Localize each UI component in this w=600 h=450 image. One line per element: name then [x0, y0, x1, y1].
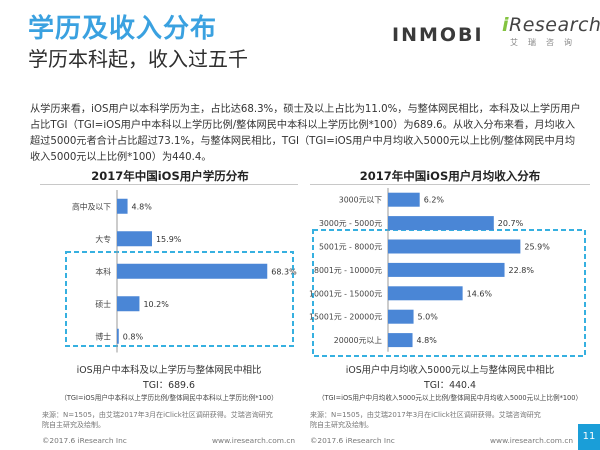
footer-copyright-right: ©2017.6 iResearch Inc	[310, 436, 395, 445]
edu-category-label: 大专	[95, 234, 111, 244]
income-category-label: 3000元以下	[339, 196, 382, 205]
income-tgi-caption: iOS用户中月均收入5000元以上与整体网民中相比	[345, 365, 555, 376]
education-tgi-formula: （TGI=iOS用户中本科以上学历比例/整体网民中本科以上学历比例*100）	[60, 394, 278, 402]
inmobi-logo: INMOBI	[392, 24, 484, 46]
edu-value-label: 68.3%	[271, 267, 297, 276]
chart-divider-right	[310, 184, 590, 185]
income-value-label: 5.0%	[418, 313, 439, 322]
income-value-label: 4.8%	[417, 336, 438, 345]
edu-highlight-box	[65, 251, 294, 347]
edu-bar	[117, 328, 119, 344]
iresearch-logo-rest: Research	[509, 14, 600, 36]
edu-value-label: 10.2%	[143, 300, 169, 309]
iresearch-logo-subtitle: 艾瑞咨询	[510, 38, 582, 47]
education-source-note: 来源：N=1505，由艾瑞2017年3月在iClick社区调研获得。艾瑞咨询研究…	[42, 411, 273, 429]
income-tgi-formula: （TGI=iOS用户中月均收入5000元以上比例/整体网民中月均收入5000元以…	[317, 394, 583, 402]
income-category-label: 3000元 - 5000元	[319, 219, 382, 228]
iresearch-logo: iResearch 艾瑞咨询	[502, 14, 600, 64]
income-category-label: 5001元 - 8000元	[319, 243, 382, 252]
income-bar	[388, 216, 494, 231]
edu-value-label: 15.9%	[156, 235, 182, 244]
education-tgi-caption: iOS用户中本科及以上学历与整体网民中相比	[76, 365, 262, 376]
income-value-label: 25.9%	[524, 243, 550, 252]
edu-value-label: 0.8%	[123, 332, 144, 341]
income-bar	[388, 333, 413, 348]
income-chart-title: 2017年中国iOS用户月均收入分布	[359, 169, 541, 183]
edu-category-label: 本科	[95, 266, 111, 276]
footer-url-right: www.iresearch.com.cn	[490, 436, 574, 445]
income-category-label: 20000元以上	[334, 336, 382, 345]
income-category-label: 15001元 - 20000元	[309, 313, 382, 322]
income-value-label: 6.2%	[424, 196, 445, 205]
edu-category-label: 高中及以下	[72, 201, 111, 211]
income-source-note: 来源：N=1505，由艾瑞2017年3月在iClick社区调研获得。艾瑞咨询研究…	[310, 411, 541, 429]
edu-category-label: 硕士	[95, 299, 111, 309]
edu-bar	[117, 198, 128, 214]
edu-bar	[117, 263, 268, 279]
edu-value-label: 4.8%	[132, 202, 153, 211]
page-number: 11	[578, 424, 600, 450]
footer-copyright-left: ©2017.6 iResearch Inc	[42, 436, 127, 445]
income-category-label: 8001元 - 10000元	[314, 266, 382, 275]
edu-bar	[117, 296, 140, 312]
iresearch-logo-text: iResearch	[502, 14, 600, 36]
page-title: 学历及收入分布	[28, 14, 218, 44]
income-value-label: 20.7%	[498, 219, 524, 228]
education-tgi-value: TGI：689.6	[143, 380, 195, 391]
income-bar	[388, 239, 521, 254]
education-chart-title: 2017年中国iOS用户学历分布	[91, 169, 249, 183]
income-bar	[388, 262, 505, 277]
edu-bar	[117, 231, 152, 247]
summary-paragraph: 从学历来看，iOS用户以本科学历为主，占比达68.3%，硕士及以上占比为11.0…	[30, 104, 581, 163]
income-bar	[388, 309, 414, 324]
footer-url-left: www.iresearch.com.cn	[212, 436, 296, 445]
income-tgi-value: TGI：440.4	[424, 380, 476, 391]
income-bar	[388, 286, 463, 301]
chart-divider-left	[40, 184, 298, 185]
income-bar	[388, 192, 420, 207]
income-value-label: 14.6%	[467, 289, 493, 298]
iresearch-logo-i: i	[502, 14, 510, 36]
page-subtitle: 学历本科起，收入过五千	[28, 47, 248, 71]
income-value-label: 22.8%	[509, 266, 535, 275]
edu-category-label: 博士	[95, 331, 111, 341]
income-category-label: 10001元 - 15000元	[309, 289, 382, 298]
